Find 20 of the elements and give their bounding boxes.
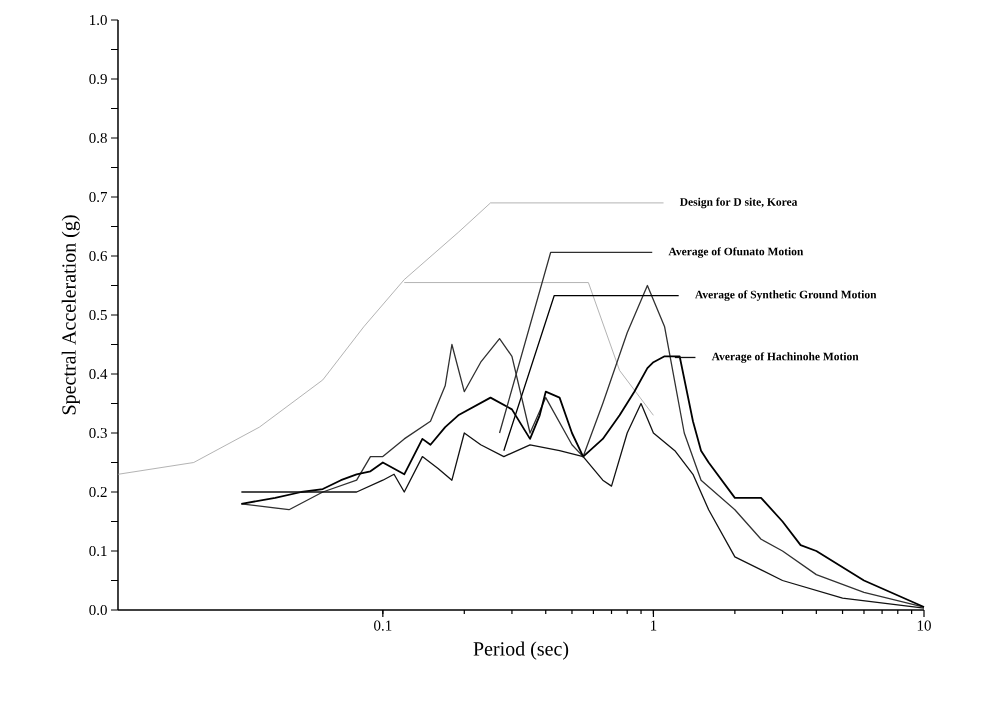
annotation: Design for D site, Korea: [679, 197, 798, 209]
y-tick-label: 0.8: [89, 132, 107, 144]
annotation: Average of Synthetic Ground Motion: [695, 290, 877, 301]
y-tick-label: 0.3: [89, 427, 107, 439]
y-tick-label: 1.0: [90, 14, 107, 26]
x-tick-label: 0.1: [374, 620, 392, 631]
y-tick-label: 0.7: [89, 191, 108, 203]
y-tick-label: 0.5: [89, 309, 107, 321]
x-axis-title: Period (sec): [473, 641, 569, 660]
y-tick-label: 0.4: [89, 368, 108, 380]
y-tick-label: 0.1: [89, 545, 107, 557]
x-tick-label: 1: [650, 620, 657, 631]
x-tick-label: 10: [917, 620, 931, 631]
y-axis-title: Spectral Acceleration (g): [61, 215, 80, 415]
y-tick-label: 0.9: [89, 73, 107, 85]
y-tick-label: 0.6: [89, 250, 108, 262]
y-tick-label: 0.2: [89, 486, 107, 498]
annotation: Average of Hachinohe Motion: [711, 352, 859, 363]
annotation: Average of Ofunato Motion: [668, 247, 804, 258]
y-tick-label: 0.0: [89, 604, 107, 616]
